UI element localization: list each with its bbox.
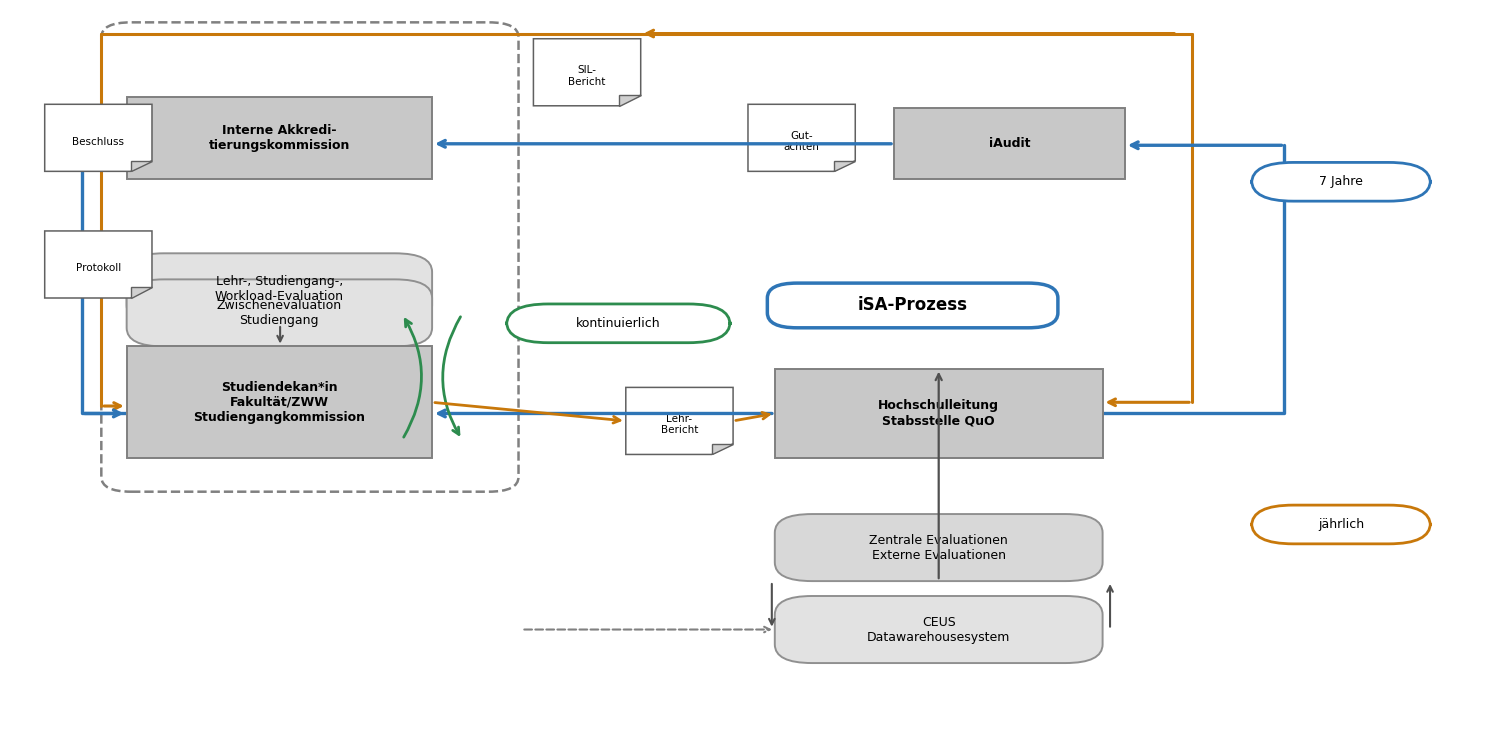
Polygon shape xyxy=(131,288,152,298)
Polygon shape xyxy=(131,161,152,171)
FancyBboxPatch shape xyxy=(127,279,432,346)
Text: Protokoll: Protokoll xyxy=(76,263,121,273)
Text: Studiendekan*in
Fakultät/ZWW
Studiengangkommission: Studiendekan*in Fakultät/ZWW Studiengang… xyxy=(194,381,365,424)
Polygon shape xyxy=(712,444,733,454)
Bar xyxy=(894,108,1125,179)
Text: CEUS
Datawarehousesystem: CEUS Datawarehousesystem xyxy=(867,615,1010,644)
Text: jährlich: jährlich xyxy=(1319,518,1363,531)
Text: Zentrale Evaluationen
Externe Evaluationen: Zentrale Evaluationen Externe Evaluation… xyxy=(869,533,1009,562)
Text: Gut-
achten: Gut- achten xyxy=(784,131,820,152)
Polygon shape xyxy=(748,104,855,171)
FancyBboxPatch shape xyxy=(507,304,730,343)
Bar xyxy=(127,346,432,458)
Text: Lehr-
Bericht: Lehr- Bericht xyxy=(660,414,699,435)
Bar xyxy=(775,369,1103,458)
Polygon shape xyxy=(626,387,733,454)
Polygon shape xyxy=(620,95,641,106)
FancyBboxPatch shape xyxy=(127,253,432,324)
FancyBboxPatch shape xyxy=(1252,505,1430,544)
Bar xyxy=(127,97,432,179)
Text: SIL-
Bericht: SIL- Bericht xyxy=(568,66,606,86)
Polygon shape xyxy=(45,104,152,171)
Text: Hochschulleitung
Stabsstelle QuO: Hochschulleitung Stabsstelle QuO xyxy=(878,399,1000,428)
FancyBboxPatch shape xyxy=(1252,162,1430,201)
FancyBboxPatch shape xyxy=(775,596,1103,663)
FancyBboxPatch shape xyxy=(775,514,1103,581)
Text: iAudit: iAudit xyxy=(989,137,1030,150)
Text: kontinuierlich: kontinuierlich xyxy=(577,317,660,330)
Text: 7 Jahre: 7 Jahre xyxy=(1319,175,1363,188)
Text: iSA-Prozess: iSA-Prozess xyxy=(858,297,967,314)
Polygon shape xyxy=(533,39,641,106)
Text: Lehr-, Studiengang-,
Workload-Evaluation: Lehr-, Studiengang-, Workload-Evaluation xyxy=(215,275,344,302)
Polygon shape xyxy=(834,161,855,171)
Text: Beschluss: Beschluss xyxy=(73,136,124,147)
Text: Zwischenevaluation
Studiengang: Zwischenevaluation Studiengang xyxy=(218,299,341,327)
Polygon shape xyxy=(45,231,152,298)
Text: Interne Akkredi-
tierungskommission: Interne Akkredi- tierungskommission xyxy=(209,124,350,152)
FancyBboxPatch shape xyxy=(767,283,1058,328)
